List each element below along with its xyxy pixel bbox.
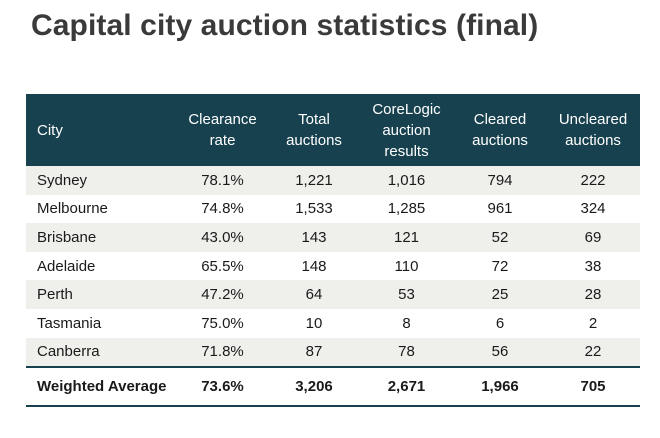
clearance-rate-cell: 78.1%: [176, 166, 269, 195]
cleared-auctions-cell: 25: [454, 280, 546, 309]
cleared-auctions-cell: 52: [454, 223, 546, 252]
total-auctions-cell: 10: [269, 308, 359, 338]
city-cell: Brisbane: [26, 223, 176, 252]
auction-statistics-table: City Clearance rate Total auctions CoreL…: [26, 94, 640, 408]
weighted-average-label: Weighted Average: [26, 366, 176, 408]
corelogic-results-cell: 121: [359, 223, 454, 252]
table-row: Tasmania 75.0% 10 8 6 2: [26, 308, 640, 338]
total-auctions-cell: 1,221: [269, 166, 359, 195]
table-row: Canberra 71.8% 87 78 56 22: [26, 337, 640, 368]
header-corelogic-results: CoreLogic auction results: [359, 94, 454, 166]
city-cell: Perth: [26, 280, 176, 309]
table-header-row: City Clearance rate Total auctions CoreL…: [26, 94, 640, 166]
weighted-corelogic-results: 2,671: [359, 366, 454, 408]
city-cell: Adelaide: [26, 251, 176, 281]
header-uncleared-auctions: Uncleared auctions: [546, 94, 640, 166]
total-auctions-cell: 64: [269, 280, 359, 309]
city-cell: Melbourne: [26, 194, 176, 224]
corelogic-results-cell: 1,285: [359, 194, 454, 224]
corelogic-results-cell: 8: [359, 308, 454, 338]
cleared-auctions-cell: 6: [454, 308, 546, 338]
uncleared-auctions-cell: 2: [546, 308, 640, 338]
uncleared-auctions-cell: 222: [546, 166, 640, 195]
uncleared-auctions-cell: 69: [546, 223, 640, 252]
table-row: Melbourne 74.8% 1,533 1,285 961 324: [26, 194, 640, 224]
clearance-rate-cell: 71.8%: [176, 337, 269, 368]
uncleared-auctions-cell: 324: [546, 194, 640, 224]
header-total-auctions: Total auctions: [269, 94, 359, 166]
clearance-rate-cell: 47.2%: [176, 280, 269, 309]
table-row: Adelaide 65.5% 148 110 72 38: [26, 251, 640, 281]
header-cleared-auctions: Cleared auctions: [454, 94, 546, 166]
weighted-total-auctions: 3,206: [269, 366, 359, 408]
clearance-rate-cell: 75.0%: [176, 308, 269, 338]
table-row: Perth 47.2% 64 53 25 28: [26, 280, 640, 309]
table-row: Brisbane 43.0% 143 121 52 69: [26, 223, 640, 252]
corelogic-results-cell: 110: [359, 251, 454, 281]
corelogic-results-cell: 1,016: [359, 166, 454, 195]
corelogic-results-cell: 78: [359, 337, 454, 368]
clearance-rate-cell: 65.5%: [176, 251, 269, 281]
uncleared-auctions-cell: 38: [546, 251, 640, 281]
cleared-auctions-cell: 961: [454, 194, 546, 224]
city-cell: Tasmania: [26, 308, 176, 338]
cleared-auctions-cell: 56: [454, 337, 546, 368]
weighted-cleared-auctions: 1,966: [454, 366, 546, 408]
total-auctions-cell: 1,533: [269, 194, 359, 224]
header-city: City: [26, 94, 176, 166]
city-cell: Sydney: [26, 166, 176, 195]
total-auctions-cell: 148: [269, 251, 359, 281]
corelogic-results-cell: 53: [359, 280, 454, 309]
weighted-clearance-rate: 73.6%: [176, 366, 269, 408]
weighted-uncleared-auctions: 705: [546, 366, 640, 408]
page-title: Capital city auction statistics (final): [31, 9, 539, 42]
cleared-auctions-cell: 794: [454, 166, 546, 195]
table-row: Sydney 78.1% 1,221 1,016 794 222: [26, 166, 640, 195]
clearance-rate-cell: 43.0%: [176, 223, 269, 252]
header-clearance-rate: Clearance rate: [176, 94, 269, 166]
city-cell: Canberra: [26, 337, 176, 368]
cleared-auctions-cell: 72: [454, 251, 546, 281]
uncleared-auctions-cell: 28: [546, 280, 640, 309]
uncleared-auctions-cell: 22: [546, 337, 640, 368]
clearance-rate-cell: 74.8%: [176, 194, 269, 224]
total-auctions-cell: 143: [269, 223, 359, 252]
weighted-average-row: Weighted Average 73.6% 3,206 2,671 1,966…: [26, 366, 640, 408]
total-auctions-cell: 87: [269, 337, 359, 368]
